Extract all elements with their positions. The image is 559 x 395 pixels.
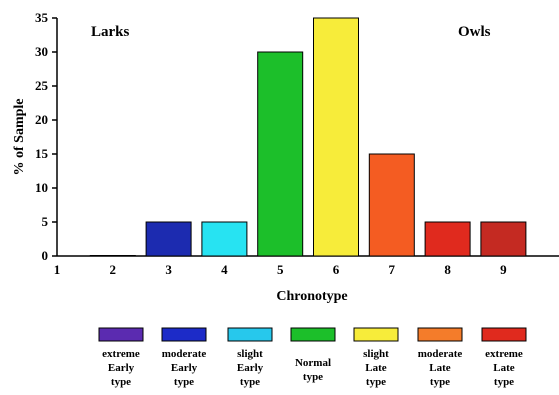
- legend-label: Normal: [295, 357, 331, 369]
- legend-label: Late: [429, 362, 451, 374]
- legend-label: Early: [237, 362, 264, 374]
- bar-8: [424, 221, 471, 257]
- legend-swatch: [481, 327, 527, 342]
- y-tick-label: 25: [35, 78, 49, 93]
- legend-label: Early: [108, 362, 135, 374]
- x-tick-label: 1: [54, 262, 61, 277]
- legend-swatch: [417, 327, 463, 342]
- legend-label: moderate: [162, 348, 207, 360]
- legend-swatch: [227, 327, 273, 342]
- legend-entry: Normal type: [290, 327, 336, 383]
- x-tick-label: 9: [500, 262, 507, 277]
- legend-label: slight: [363, 348, 389, 360]
- legend-label: type: [111, 376, 131, 388]
- y-tick-label: 35: [35, 10, 49, 25]
- legend-label: slight: [237, 348, 263, 360]
- bar-4: [201, 221, 248, 257]
- x-tick-label: 3: [165, 262, 172, 277]
- legend-label: type: [494, 376, 514, 388]
- bar-9: [480, 221, 527, 257]
- axes: 0 5 10 15 20 25 30 35 1 2 3 4 5 6 7 8 9: [35, 10, 559, 277]
- legend-swatch: [290, 327, 336, 342]
- legend-entry: slight Late type: [353, 327, 399, 388]
- x-tick-label: 2: [110, 262, 117, 277]
- y-tick-label: 30: [35, 44, 48, 59]
- x-tick-label: 4: [221, 262, 228, 277]
- x-axis-title: Chronotype: [276, 289, 347, 304]
- legend-entry: moderate Early type: [161, 327, 207, 388]
- y-tick-label: 10: [35, 180, 48, 195]
- legend-swatch: [353, 327, 399, 342]
- legend-label: Late: [493, 362, 515, 374]
- annotation-owls: Owls: [458, 24, 491, 40]
- legend: extreme Early type moderate Early type slight E…: [98, 327, 527, 388]
- y-tick-label: 0: [42, 248, 49, 263]
- bar-7: [368, 153, 415, 257]
- x-tick-label: 5: [277, 262, 284, 277]
- legend-label: type: [240, 376, 260, 388]
- x-tick-label: 7: [389, 262, 396, 277]
- y-axis-title: % of Sample: [12, 99, 27, 176]
- legend-label: Late: [365, 362, 387, 374]
- bars: [89, 17, 527, 257]
- y-tick-label: 5: [42, 214, 49, 229]
- legend-swatch: [98, 327, 144, 342]
- legend-entry: slight Early type: [227, 327, 273, 388]
- x-tick-label: 8: [444, 262, 451, 277]
- legend-label: moderate: [418, 348, 463, 360]
- bar-3: [145, 221, 192, 257]
- legend-label: extreme: [102, 348, 140, 360]
- bar-6: [313, 17, 359, 257]
- legend-label: Early: [171, 362, 198, 374]
- legend-label: type: [366, 376, 386, 388]
- legend-label: type: [303, 371, 323, 383]
- bar-5: [257, 51, 304, 257]
- legend-entry: extreme Early type: [98, 327, 144, 388]
- legend-label: extreme: [485, 348, 523, 360]
- legend-swatch: [161, 327, 207, 342]
- bar-2: [89, 255, 136, 257]
- legend-label: type: [430, 376, 450, 388]
- y-tick-label: 20: [35, 112, 48, 127]
- legend-entry: moderate Late type: [417, 327, 463, 388]
- annotations: Larks Owls: [91, 24, 491, 40]
- y-tick-label: 15: [35, 146, 49, 161]
- legend-label: type: [174, 376, 194, 388]
- legend-entry: extreme Late type: [481, 327, 527, 388]
- x-tick-label: 6: [333, 262, 340, 277]
- annotation-larks: Larks: [91, 24, 130, 40]
